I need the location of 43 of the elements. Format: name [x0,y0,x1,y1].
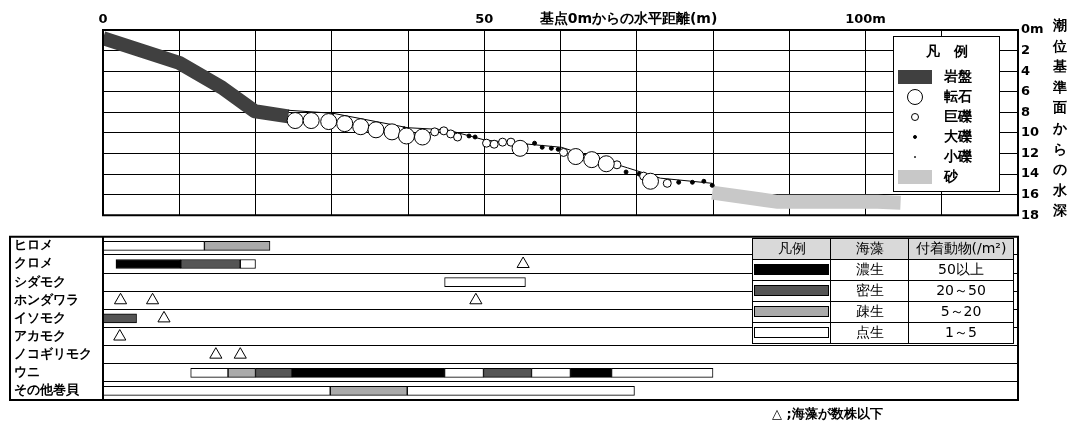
y-tick-label: イソモク [14,309,66,325]
y-tick-label: ウニ [14,364,40,380]
legend-label: 巨礫 [944,108,972,126]
x-tick-label: 50 [475,10,494,26]
y-tick-label: クロメ [14,255,53,271]
annotation: 1～5 [908,322,1014,344]
x-axis-title: 基点0mからの水平距離(m) [538,9,718,26]
y-tick-label: 18 [1021,206,1040,222]
y-tick-label: 8 [1021,103,1031,119]
text: 潮位基準面からの水深 [1053,16,1067,219]
legend-label: 小礫 [944,148,972,166]
y-tick-label: 2 [1021,41,1031,57]
annotation: 5～20 [908,301,1014,323]
annotation: 20～50 [908,280,1014,302]
x-tick-label: 100m [845,10,886,26]
y-tick-label: 10 [1021,124,1040,140]
y-tick-label: 6 [1021,83,1031,99]
annotation: 50以上 [908,259,1014,281]
text: △ ;海藻が数株以下 [772,406,883,422]
y-tick-label: ホンダワラ [13,291,79,307]
y-tick-label: 12 [1021,144,1040,160]
y-tick-label: その他巻貝 [14,382,80,398]
text: 密生 [855,281,884,298]
legend-title: 凡 例 [924,43,969,61]
annotation: 付着動物(/m²) [908,238,1014,260]
text: 疎生 [855,302,884,319]
legend-label: 岩盤 [944,68,972,86]
legend-label: 転石 [944,88,972,106]
y-tick-label: ノコギリモク [14,346,92,362]
legend-label: 砂 [944,168,958,186]
text: 点生 [855,323,884,340]
y-tick-label: アカモク [14,327,66,343]
y-tick-label: 14 [1021,165,1040,181]
text: 濃生 [855,260,884,277]
y-tick-label: 0m [1021,21,1044,37]
y-tick-label: 16 [1021,186,1040,201]
y-tick-label: 4 [1021,62,1031,78]
y-tick-label: シダモク [14,273,66,289]
legend-label: 大礫 [944,128,972,146]
legend-title: 凡例 [752,238,831,260]
annotation: 海藻 [830,238,909,260]
y-tick-label: ヒロメ [14,237,53,253]
x-tick-label: 0 [98,10,108,26]
